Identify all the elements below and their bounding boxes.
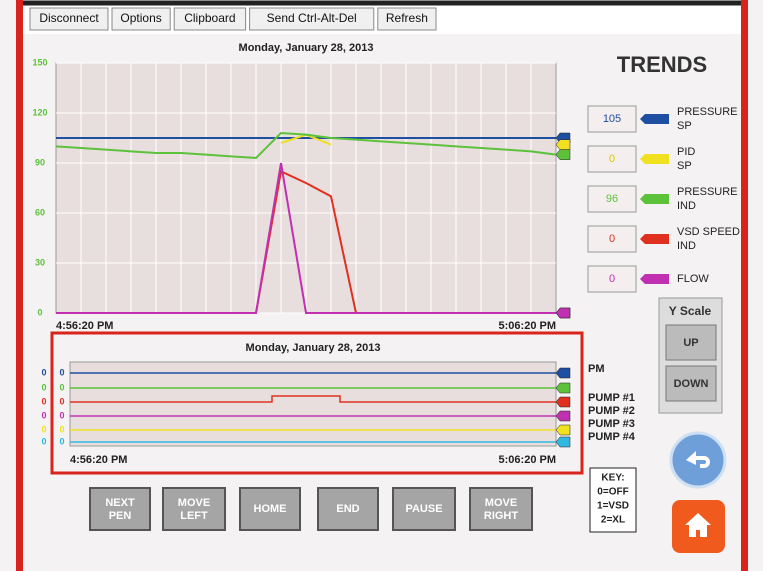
y-tick-label: 60 <box>35 207 45 217</box>
y-tick-label: 30 <box>35 257 45 267</box>
chart-title: Monday, January 28, 2013 <box>239 42 374 54</box>
row-value: 0 <box>59 367 64 377</box>
readout-value: 0 <box>609 273 615 285</box>
toolbar-label: Refresh <box>386 11 428 25</box>
key-line: 1=VSD <box>597 501 629 512</box>
nav-label: PAUSE <box>405 503 442 515</box>
screen-title: TRENDS <box>617 52 707 77</box>
readout-value: 0 <box>609 233 615 245</box>
row-value: 0 <box>41 382 46 392</box>
status-start: 4:56:20 PM <box>70 454 127 466</box>
legend-flag <box>640 154 669 164</box>
frame-left <box>16 0 23 571</box>
row-value: 0 <box>59 436 64 446</box>
row-value: 0 <box>59 424 64 434</box>
down-label: DOWN <box>674 378 709 390</box>
y-tick-label: 150 <box>32 57 47 67</box>
y-tick-label: 120 <box>32 107 47 117</box>
legend-flag <box>640 234 669 244</box>
row-value: 0 <box>59 410 64 420</box>
key-line: KEY: <box>601 473 624 484</box>
status-legend: PUMP #3 <box>588 418 635 430</box>
key-line: 0=OFF <box>597 487 628 498</box>
readout-value: 105 <box>603 113 621 125</box>
readout-value: 0 <box>609 153 615 165</box>
x-tick-label: 4:56:20 PM <box>56 320 113 332</box>
trends-screen: TRENDS Y Scale UP DOWN Disconnect Options… <box>0 0 763 571</box>
y-tick-label: 90 <box>35 157 45 167</box>
legend-label: FLOW <box>677 273 709 285</box>
row-value: 0 <box>41 424 46 434</box>
status-legend: PM <box>588 363 605 375</box>
legend-flag <box>640 114 669 124</box>
key-line: 2=XL <box>601 515 625 526</box>
row-value: 0 <box>41 367 46 377</box>
row-value: 0 <box>41 396 46 406</box>
status-legend: PUMP #1 <box>588 392 635 404</box>
status-end: 5:06:20 PM <box>499 454 556 466</box>
legend-flag <box>640 274 669 284</box>
up-label: UP <box>683 337 698 349</box>
status-title: Monday, January 28, 2013 <box>246 342 381 354</box>
row-value: 0 <box>41 410 46 420</box>
toolbar-label: Options <box>120 11 161 25</box>
legend-flag <box>640 194 669 204</box>
frame-right <box>741 0 748 571</box>
toolbar-label: Send Ctrl-Alt-Del <box>267 11 357 25</box>
toolbar-label: Clipboard <box>184 11 235 25</box>
y-tick-label: 0 <box>37 307 42 317</box>
row-value: 0 <box>59 396 64 406</box>
status-legend: PUMP #2 <box>588 405 635 417</box>
nav-label: HOME <box>254 503 287 515</box>
x-tick-label: 5:06:20 PM <box>499 320 556 332</box>
y-scale-title: Y Scale <box>669 304 712 318</box>
status-plot <box>70 362 556 446</box>
nav-label: END <box>336 503 359 515</box>
status-legend: PUMP #4 <box>588 431 636 443</box>
readout-value: 96 <box>606 193 618 205</box>
row-value: 0 <box>41 436 46 446</box>
toolbar-label: Disconnect <box>39 11 99 25</box>
row-value: 0 <box>59 382 64 392</box>
